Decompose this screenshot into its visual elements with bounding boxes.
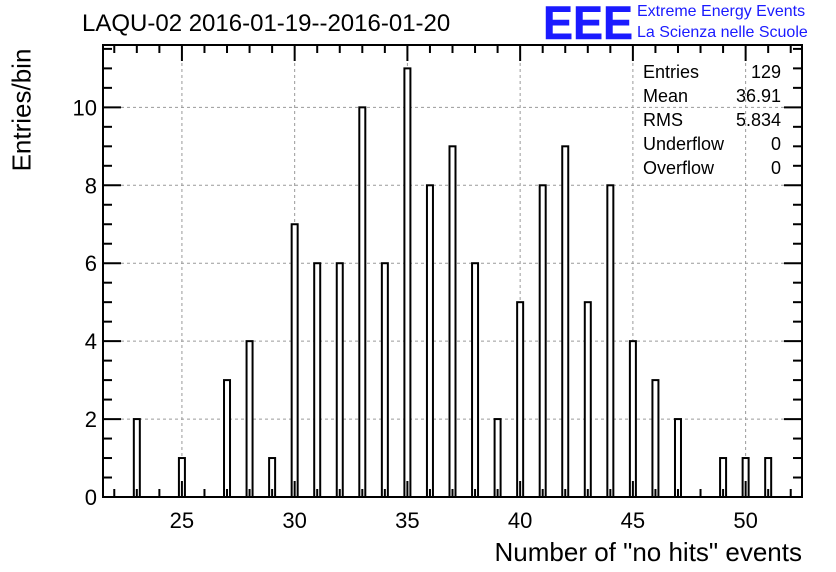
histogram-bar (380, 262, 389, 499)
histogram-bar (290, 223, 299, 498)
histogram-bar (651, 379, 660, 499)
stat-label: RMS (643, 110, 683, 130)
stat-entries: Entries 129 (643, 60, 781, 84)
histogram-bar (538, 184, 547, 499)
histogram-bar (471, 262, 480, 499)
histogram-bar (516, 301, 525, 499)
stat-label: Overflow (643, 158, 715, 178)
stat-value: 5.834 (735, 110, 781, 130)
y-tick-label: 4 (85, 329, 97, 354)
x-axis-label: Number of "no hits" events (494, 537, 803, 567)
y-tick-label: 6 (85, 251, 97, 276)
histogram-bar (606, 184, 615, 499)
eee-logo: EEE (543, 2, 633, 42)
chart-title: LAQU-02 2016-01-19--2016-01-20 (82, 10, 451, 37)
histogram-bar (673, 418, 682, 499)
stat-value: 129 (750, 62, 781, 82)
y-tick-label: 8 (85, 173, 97, 198)
histogram-bar (403, 67, 412, 499)
x-tick-label: 50 (733, 508, 757, 533)
histogram-bar (223, 379, 232, 499)
stat-underflow: Underflow 0 (643, 132, 781, 156)
histogram-bar (245, 340, 254, 499)
x-tick-label: 40 (508, 508, 532, 533)
stat-overflow: Overflow 0 (643, 156, 781, 180)
svg-text:EEE: EEE (543, 2, 633, 42)
y-tick-label: 2 (85, 407, 97, 432)
stat-mean: Mean 36.91 (643, 84, 781, 108)
stat-rms: RMS 5.834 (643, 108, 781, 132)
x-tick-label: 45 (621, 508, 645, 533)
histogram-bar (358, 106, 367, 499)
x-tick-label: 30 (282, 508, 306, 533)
histogram-bar (448, 145, 457, 499)
stat-value: 0 (770, 134, 781, 154)
stat-label: Mean (643, 86, 689, 106)
histogram-bar (313, 262, 322, 499)
histogram-bar (493, 418, 502, 499)
histogram-bar (561, 145, 570, 499)
logo-line2: La Scienza nelle Scuole (637, 24, 808, 41)
x-tick-label: 25 (170, 508, 194, 533)
histogram-bar (335, 262, 344, 499)
histogram-bar (132, 418, 141, 499)
y-tick-label: 0 (85, 485, 97, 510)
histogram-bar (425, 184, 434, 499)
stat-label: Entries (643, 62, 700, 82)
x-tick-label: 35 (395, 508, 419, 533)
stats-box: Entries 129 Mean 36.91 RMS 5.834 Underfl… (643, 60, 781, 180)
logo-line1: Extreme Energy Events (637, 3, 806, 20)
y-tick-label: 10 (73, 95, 97, 120)
y-axis-label: Entries/bin (6, 48, 37, 172)
histogram-bar (583, 301, 592, 499)
stat-value: 0 (770, 158, 781, 178)
stat-label: Underflow (643, 134, 725, 154)
stat-value: 36.91 (735, 86, 781, 106)
histogram-bar (628, 340, 637, 499)
